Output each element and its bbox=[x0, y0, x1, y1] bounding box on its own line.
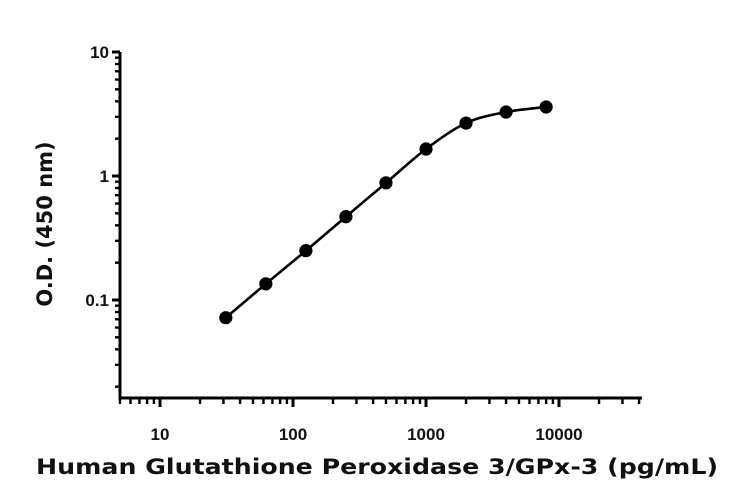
y-tick-label: 10 bbox=[90, 43, 109, 62]
y-tick-label: 0.1 bbox=[85, 291, 109, 310]
x-tick-label: 10000 bbox=[535, 425, 582, 444]
x-tick-labels: 10 100 1000 10000 bbox=[151, 425, 583, 444]
data-point bbox=[299, 244, 313, 258]
x-tick-label: 100 bbox=[279, 425, 307, 444]
data-point bbox=[339, 210, 353, 224]
data-point bbox=[379, 176, 393, 190]
data-point bbox=[219, 311, 233, 325]
data-point bbox=[419, 142, 433, 156]
x-tick-label: 10 bbox=[151, 425, 170, 444]
data-points bbox=[219, 100, 553, 325]
x-axis-title: Human Glutathione Peroxidase 3/GPx-3 (pg… bbox=[36, 455, 718, 479]
fit-curve-line bbox=[224, 105, 547, 319]
y-axis bbox=[112, 50, 122, 400]
x-tick-label: 1000 bbox=[407, 425, 445, 444]
data-point bbox=[539, 100, 553, 114]
y-tick-label: 1 bbox=[100, 167, 109, 186]
x-axis bbox=[118, 396, 642, 407]
y-axis-title: O.D. (450 nm) bbox=[33, 141, 57, 306]
data-point bbox=[259, 277, 273, 291]
data-point bbox=[459, 116, 473, 130]
data-point bbox=[499, 105, 513, 119]
y-tick-labels: 0.1 1 10 bbox=[85, 43, 109, 310]
